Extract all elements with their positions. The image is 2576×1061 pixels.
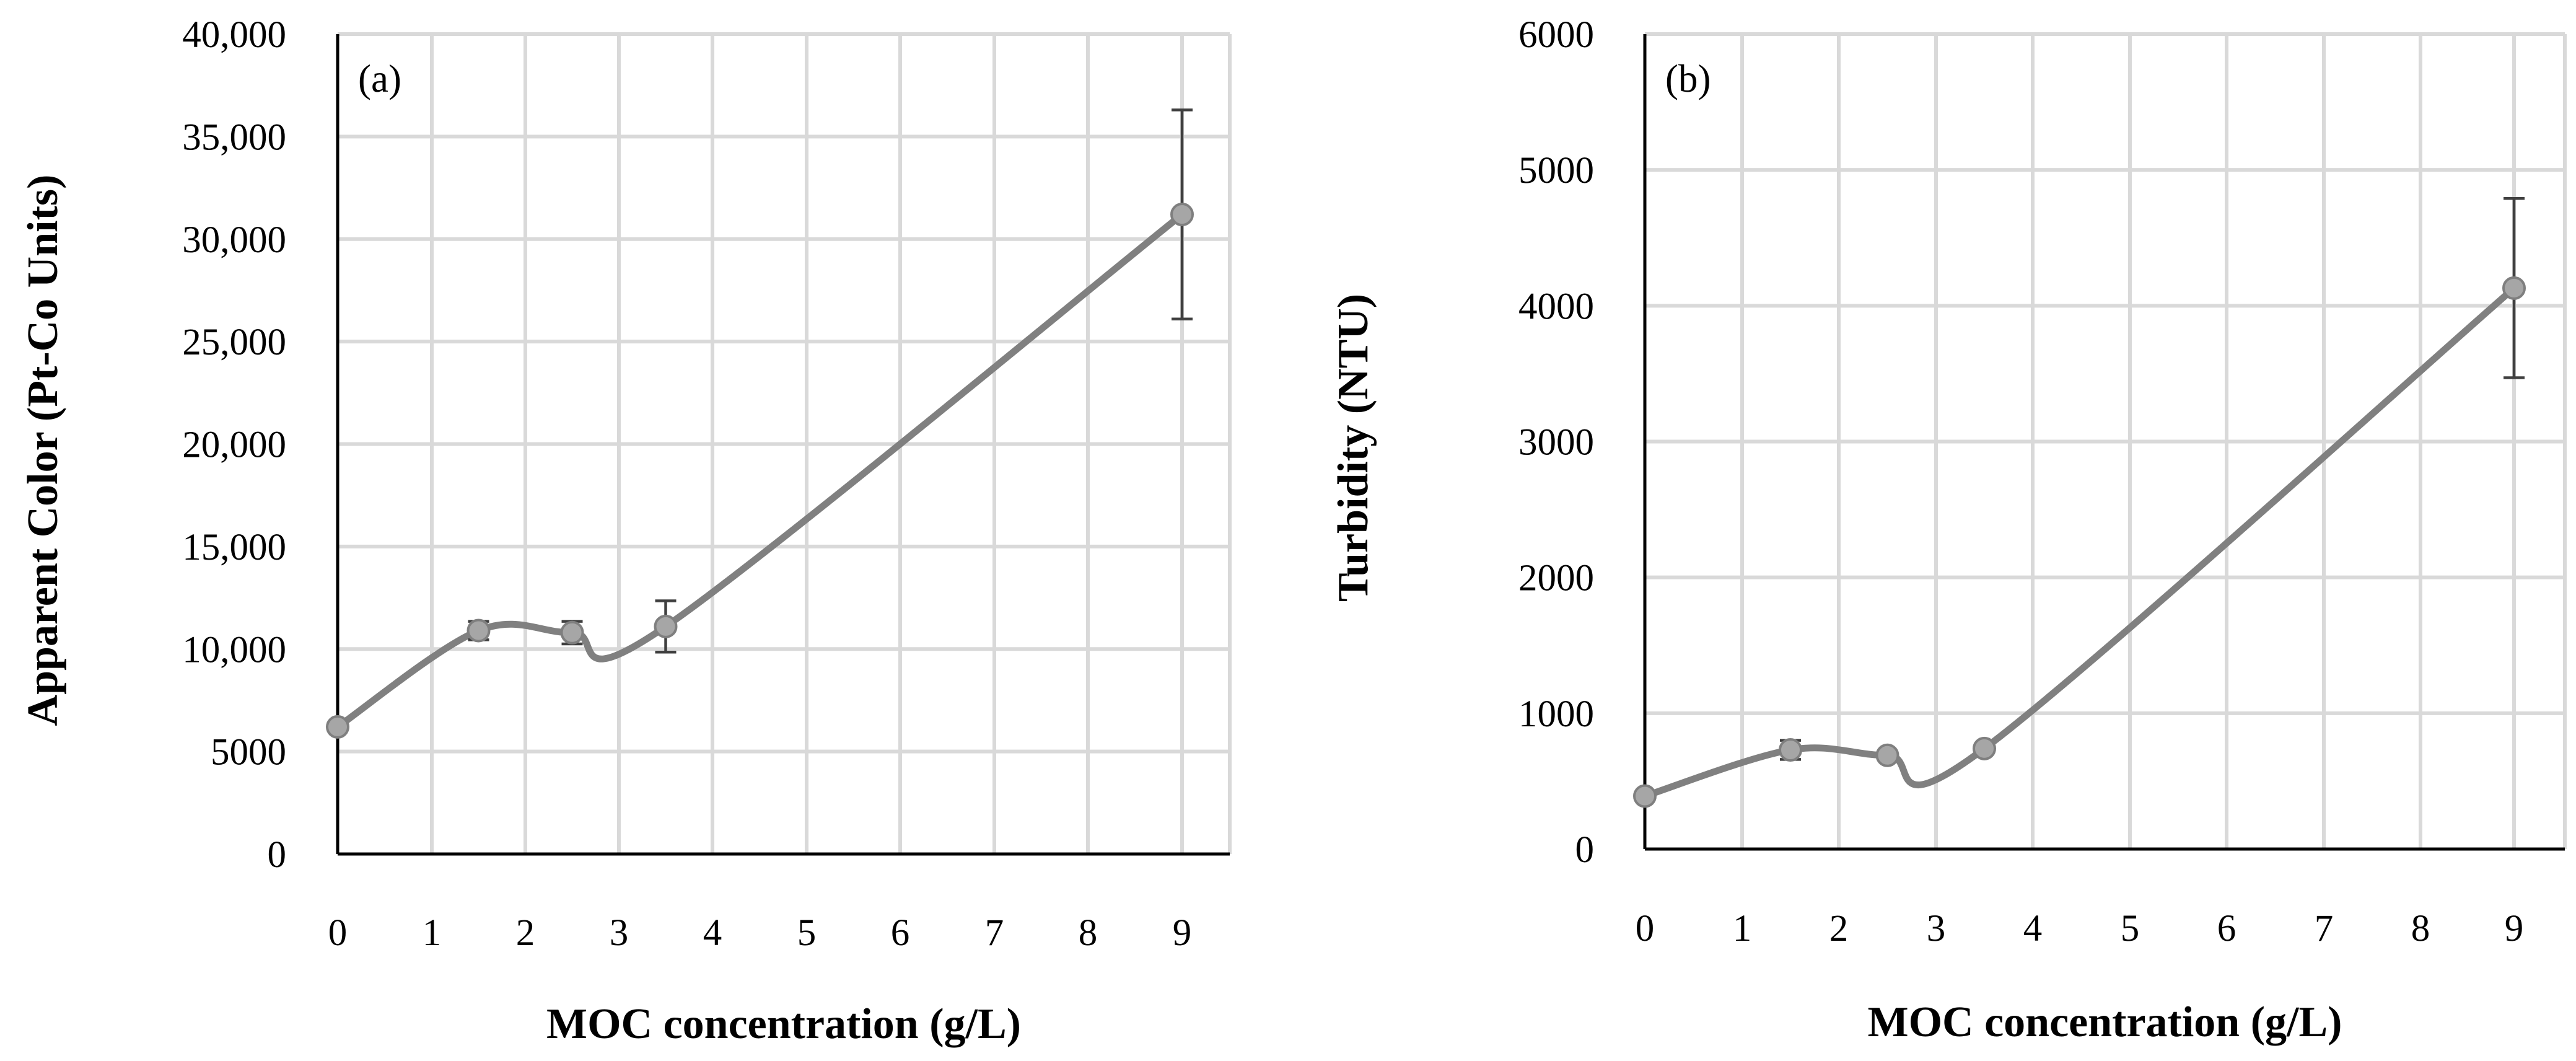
x-tick-label: 4 xyxy=(2023,908,2043,949)
y-tick-label: 4000 xyxy=(1518,286,1594,327)
x-tick-label: 6 xyxy=(891,912,910,954)
x-tick-label: 3 xyxy=(1927,908,1946,949)
data-point xyxy=(1633,784,1657,808)
y-tick-label: 3000 xyxy=(1518,422,1594,464)
x-axis-title: MOC concentration (g/L) xyxy=(1868,998,2342,1046)
x-tick-label: 9 xyxy=(2505,908,2524,949)
y-tick-label: 35,000 xyxy=(182,117,286,158)
data-point xyxy=(1779,738,1802,762)
y-tick-label: 10,000 xyxy=(182,629,286,671)
x-tick-label: 9 xyxy=(1173,912,1192,954)
panel-label: (a) xyxy=(358,57,401,100)
y-tick-label: 2000 xyxy=(1518,558,1594,599)
data-point xyxy=(326,715,349,739)
x-tick-label: 6 xyxy=(2217,908,2236,949)
x-tick-label: 5 xyxy=(797,912,817,954)
x-tick-label: 8 xyxy=(2411,908,2430,949)
x-tick-label: 2 xyxy=(1829,908,1849,949)
x-tick-label: 4 xyxy=(703,912,722,954)
x-axis-title: MOC concentration (g/L) xyxy=(546,1000,1021,1048)
data-point xyxy=(1875,743,1899,767)
data-point xyxy=(1170,203,1194,227)
chart-panel-a: 0 5000 10,000 15,000 20,000 25,000 30,000 35,00… xyxy=(19,14,1232,1048)
y-tick-label: 30,000 xyxy=(182,219,286,261)
data-point xyxy=(2502,276,2526,300)
x-tick-label: 8 xyxy=(1079,912,1098,954)
x-tick-label: 3 xyxy=(610,912,629,954)
y-axis-title: Apparent Color (Pt-Co Units) xyxy=(19,175,67,726)
x-tick-label: 2 xyxy=(516,912,535,954)
y-tick-label: 5000 xyxy=(1518,150,1594,192)
y-tick-label: 40,000 xyxy=(182,14,286,56)
chart-panel-b: 0 1000 2000 3000 4000 5000 6000 0 1 2 3 4 5 6 7 8 9 MOC c… xyxy=(1330,14,2567,1046)
x-tick-label: 1 xyxy=(423,912,442,954)
y-axis-title: Turbidity (NTU) xyxy=(1330,294,1377,602)
x-tick-label: 7 xyxy=(985,912,1004,954)
x-tick-label: 7 xyxy=(2315,908,2334,949)
y-tick-label: 6000 xyxy=(1518,14,1594,56)
data-point xyxy=(560,620,584,645)
x-tick-label: 0 xyxy=(1636,908,1655,949)
panel-label: (b) xyxy=(1665,57,1711,100)
y-tick-label: 20,000 xyxy=(182,425,286,466)
series-line xyxy=(1641,284,2518,800)
data-point xyxy=(654,614,678,638)
y-tick-label: 5000 xyxy=(211,732,286,773)
y-tick-label: 15,000 xyxy=(182,527,286,568)
x-tick-label: 1 xyxy=(1733,908,1752,949)
y-tick-label: 25,000 xyxy=(182,322,286,363)
data-point xyxy=(467,619,491,643)
y-tick-label: 0 xyxy=(1575,829,1595,871)
x-tick-label: 0 xyxy=(328,912,348,954)
y-tick-label: 0 xyxy=(268,834,287,876)
x-tick-label: 5 xyxy=(2121,908,2140,949)
data-point xyxy=(1973,736,1996,760)
series-line xyxy=(334,211,1186,731)
y-tick-label: 1000 xyxy=(1518,693,1594,735)
